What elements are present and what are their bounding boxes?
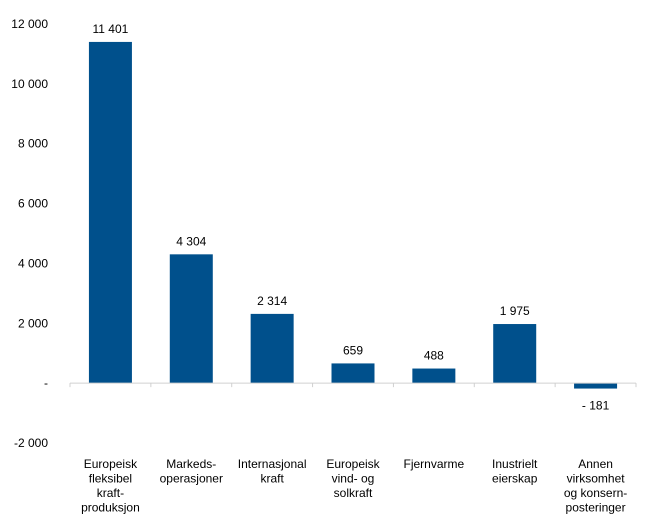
bar	[331, 363, 375, 384]
category-label: Europeisk vind- og solkraft	[326, 457, 380, 500]
x-axis	[69, 382, 637, 388]
y-tick-label: 4 000	[18, 256, 48, 270]
bar	[169, 254, 213, 384]
category-label: Fjernvarme	[404, 457, 465, 471]
data-label: 1 975	[500, 304, 530, 318]
category-label: Markeds-operasjoner	[160, 457, 223, 486]
y-tick-label: -2 000	[14, 436, 48, 450]
data-label: 4 304	[176, 234, 206, 248]
data-labels: 11 401 4 304 2 314 659 488 1 975 - 181	[93, 22, 610, 413]
category-label: Europeisk fleksibel kraft-produksjon	[81, 457, 140, 515]
category-label: Inustrielt eierskap	[492, 457, 538, 486]
data-label: 2 314	[257, 294, 287, 308]
category-labels: Europeisk fleksibel kraft-produksjon Marked…	[81, 457, 627, 515]
bar	[574, 383, 618, 389]
data-label: 659	[343, 343, 363, 357]
bar	[412, 368, 456, 384]
data-label: 11 401	[93, 22, 129, 36]
data-label: 488	[424, 349, 444, 363]
y-tick-label: 2 000	[18, 316, 48, 330]
bar	[250, 313, 294, 384]
data-label: - 181	[582, 399, 610, 413]
y-tick-label: 8 000	[18, 137, 48, 151]
y-tick-label: 10 000	[11, 77, 48, 91]
bar	[493, 324, 537, 384]
y-tick-label: -	[44, 376, 48, 390]
y-tick-label: 6 000	[18, 197, 48, 211]
bars	[88, 41, 618, 389]
y-tick-label: 12 000	[11, 17, 48, 31]
category-label: Internasjonal kraft	[238, 457, 307, 486]
bar	[88, 41, 132, 384]
category-label: Annen virksomhet og konsern-posteringer	[564, 457, 627, 515]
